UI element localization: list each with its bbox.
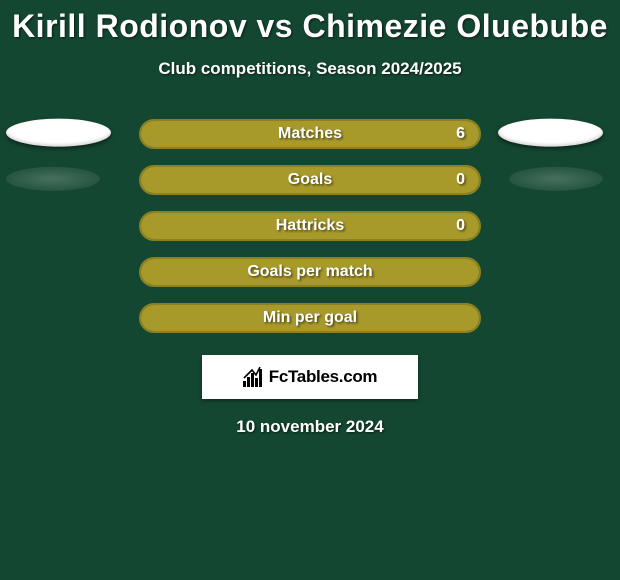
stat-value: 0 (456, 171, 465, 189)
stat-label: Min per goal (263, 309, 357, 327)
player-right-ellipse (498, 119, 603, 147)
date-label: 10 november 2024 (0, 417, 620, 437)
stat-bar: Goals 0 (139, 165, 481, 195)
subtitle: Club competitions, Season 2024/2025 (0, 59, 620, 79)
stat-label: Matches (278, 125, 342, 143)
player-left-ellipse (6, 167, 100, 191)
stat-label: Goals (288, 171, 332, 189)
player-left-ellipse (6, 119, 111, 147)
logo-text: FcTables.com (269, 367, 378, 387)
player-right-ellipse (509, 167, 603, 191)
stat-bar: Goals per match (139, 257, 481, 287)
stat-row: Goals per match (0, 249, 620, 295)
stat-value: 0 (456, 217, 465, 235)
page-title: Kirill Rodionov vs Chimezie Oluebube (0, 0, 620, 45)
stat-label: Hattricks (276, 217, 344, 235)
stat-bar: Matches 6 (139, 119, 481, 149)
stat-bar: Min per goal (139, 303, 481, 333)
chart-icon (243, 367, 265, 387)
stat-row: Goals 0 (0, 157, 620, 203)
stat-bar: Hattricks 0 (139, 211, 481, 241)
stat-rows: Matches 6 Goals 0 Hattricks 0 Goals per match M… (0, 111, 620, 341)
stat-row: Min per goal (0, 295, 620, 341)
stat-label: Goals per match (247, 263, 372, 281)
stat-row: Hattricks 0 (0, 203, 620, 249)
stat-row: Matches 6 (0, 111, 620, 157)
stat-value: 6 (456, 125, 465, 143)
logo-box: FcTables.com (202, 355, 418, 399)
